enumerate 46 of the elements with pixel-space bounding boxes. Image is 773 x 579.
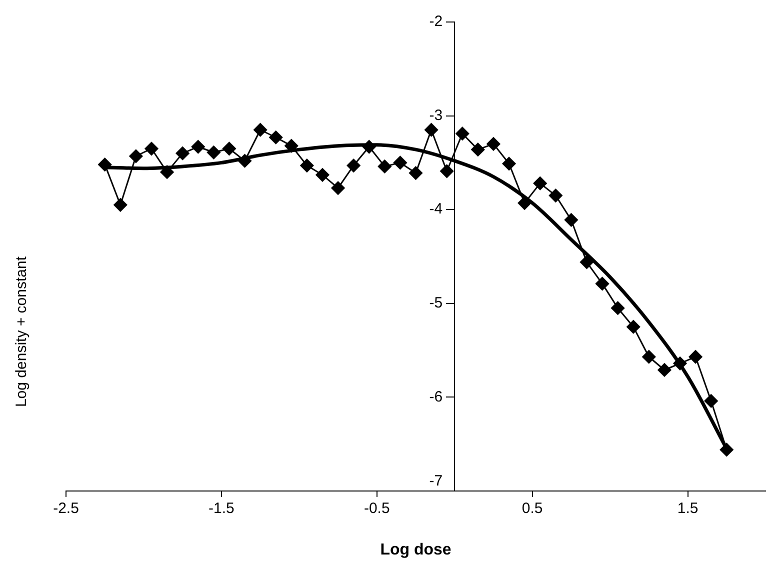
- y-tick-label: -4: [429, 200, 443, 218]
- point: [564, 213, 578, 227]
- point: [502, 156, 516, 170]
- point: [424, 123, 438, 137]
- point: [346, 158, 360, 172]
- point: [269, 130, 283, 144]
- point: [316, 168, 330, 182]
- point: [206, 146, 220, 160]
- x-tick-label: -0.5: [364, 500, 390, 518]
- point: [548, 188, 562, 202]
- point: [393, 156, 407, 170]
- point: [440, 164, 454, 178]
- point: [486, 137, 500, 151]
- point: [626, 320, 640, 334]
- y-axis-title: Log density + constant: [13, 256, 30, 408]
- point: [114, 198, 128, 212]
- x-tick-label: 0.5: [522, 500, 543, 518]
- y-tick-label: -2: [429, 13, 443, 30]
- point: [456, 126, 470, 140]
- point: [222, 142, 236, 156]
- point: [191, 140, 205, 154]
- point: [596, 276, 610, 290]
- point: [176, 146, 190, 160]
- x-axis-title: Log dose: [380, 541, 452, 558]
- y-tick-label: -5: [429, 294, 443, 312]
- point: [533, 176, 547, 190]
- point: [658, 363, 672, 377]
- point: [300, 158, 314, 172]
- y-tick-label: -6: [429, 388, 443, 406]
- point: [129, 149, 143, 163]
- point: [611, 301, 625, 315]
- point: [688, 350, 702, 364]
- point: [580, 255, 594, 269]
- point: [409, 166, 422, 180]
- x-tick-label: -2.5: [53, 500, 79, 518]
- y-tick-label: -3: [429, 106, 443, 124]
- x-tick-label: 1.5: [677, 500, 698, 518]
- y-tick-label: -7: [429, 472, 443, 490]
- point: [144, 142, 158, 156]
- point: [378, 160, 392, 174]
- point: [471, 142, 485, 156]
- point: [331, 181, 345, 195]
- point: [704, 394, 718, 408]
- x-tick-label: -1.5: [208, 500, 234, 518]
- point: [254, 123, 268, 137]
- point: [642, 350, 656, 364]
